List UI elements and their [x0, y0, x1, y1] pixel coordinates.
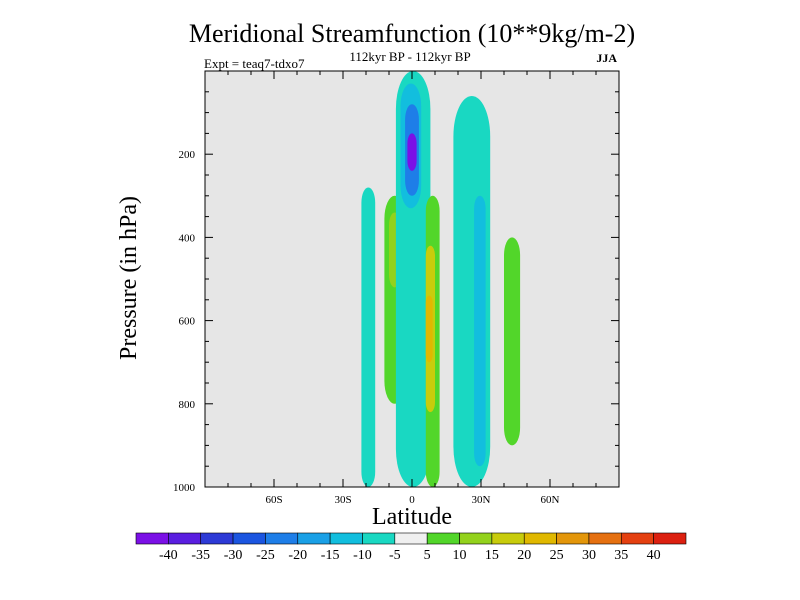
colorbar-swatch [426, 532, 460, 545]
y-tick-label: 400 [179, 232, 196, 244]
y-tick-label: 1000 [173, 482, 196, 494]
x-tick-label: 30S [334, 494, 351, 506]
colorbar-label: 40 [647, 548, 661, 563]
colorbar-swatch [523, 532, 557, 545]
colorbar-label: -25 [256, 548, 275, 563]
y-tick-label: 800 [179, 399, 196, 411]
axis-ticks: 60S 30S 0 30N 60N 200 400 600 800 1000 [173, 71, 619, 506]
contour-region [361, 187, 376, 488]
colorbar-swatch [200, 532, 234, 545]
contour-region [504, 237, 521, 446]
colorbar-swatch [556, 532, 590, 545]
x-axis-label: Latitude [372, 504, 452, 530]
colorbar-swatch [491, 532, 525, 545]
colorbar-label: -10 [353, 548, 372, 563]
colorbar-swatch [620, 532, 654, 545]
colorbar-swatch [459, 532, 493, 545]
colorbar-swatch [168, 532, 202, 545]
contour-region [425, 295, 433, 363]
y-tick-label: 200 [179, 149, 196, 161]
contour-region [407, 133, 417, 171]
colorbar-label: 25 [550, 548, 564, 563]
colorbar-label: 30 [582, 548, 596, 563]
colorbar-swatch [329, 532, 363, 545]
colorbar-label: 5 [424, 548, 431, 563]
colorbar-swatch [297, 532, 331, 545]
x-tick-label: 60N [541, 494, 560, 506]
chart-subtitle: 112kyr BP - 112kyr BP [349, 49, 470, 64]
colorbar-label: -30 [224, 548, 243, 563]
season-label: JJA [596, 51, 617, 65]
colorbar-swatch [394, 532, 428, 545]
contour-region [474, 195, 486, 467]
colorbar-swatch [232, 532, 266, 545]
x-tick-label: 30N [472, 494, 491, 506]
plot-area: 60S 30S 0 30N 60N 200 400 600 800 1000 [173, 70, 620, 506]
colorbar-label: 20 [517, 548, 531, 563]
y-tick-label: 600 [179, 316, 196, 328]
x-tick-label: 60S [265, 494, 282, 506]
colorbar-label: -20 [288, 548, 307, 563]
colorbar-swatch [653, 532, 687, 545]
chart-title: Meridional Streamfunction (10**9kg/m-2) [189, 19, 635, 48]
experiment-label: Expt = teaq7-tdxo7 [204, 56, 305, 71]
colorbar-swatch [135, 532, 169, 545]
colorbar-label: -35 [191, 548, 210, 563]
colorbar-swatch [588, 532, 622, 545]
colorbar-label: -5 [389, 548, 401, 563]
colorbar-label: -40 [159, 548, 178, 563]
x-tick-label: 0 [409, 494, 415, 506]
colorbar: -40 -35 -30 -25 -20 -15 -10 -5 5 10 15 20 25 30 35 40 [135, 532, 687, 563]
colorbar-label: 35 [614, 548, 628, 563]
y-axis-label: Pressure (in hPa) [116, 196, 142, 360]
colorbar-swatch [362, 532, 396, 545]
colorbar-swatch [265, 532, 299, 545]
colorbar-label: 15 [485, 548, 499, 563]
contour-regions [361, 71, 521, 488]
colorbar-label: -15 [321, 548, 340, 563]
colorbar-label: 10 [453, 548, 467, 563]
